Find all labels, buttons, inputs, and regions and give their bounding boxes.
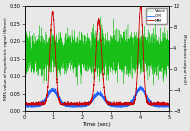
MM	[79, 102, 81, 104]
OM	[139, 85, 142, 87]
MM	[161, 104, 163, 106]
X-axis label: Time (sec): Time (sec)	[82, 122, 111, 127]
OM	[150, 102, 152, 103]
MM	[40, 103, 42, 105]
MM	[139, 5, 142, 7]
MM	[85, 104, 87, 105]
Line: Voice: Voice	[25, 17, 169, 85]
OM	[85, 104, 87, 105]
Voice	[168, 51, 170, 53]
OM	[79, 105, 81, 107]
Line: MM: MM	[25, 6, 169, 105]
OM	[40, 104, 42, 105]
MM	[48, 57, 51, 58]
Voice	[40, 67, 42, 68]
OM	[23, 104, 26, 105]
Voice	[77, 85, 79, 86]
OM	[168, 104, 170, 105]
Line: OM: OM	[25, 86, 169, 107]
OM	[162, 106, 164, 108]
Voice	[165, 50, 167, 52]
Voice	[150, 65, 152, 67]
Voice	[48, 65, 51, 67]
MM	[168, 104, 170, 106]
Y-axis label: RMS value of myoelectric signal (N/mm): RMS value of myoelectric signal (N/mm)	[4, 17, 8, 100]
OM	[165, 104, 167, 105]
Voice	[79, 54, 81, 55]
Y-axis label: Microphone output (mV): Microphone output (mV)	[182, 34, 186, 84]
Voice	[23, 36, 26, 38]
Voice	[85, 41, 87, 43]
MM	[150, 104, 152, 106]
OM	[48, 91, 51, 93]
Voice	[100, 16, 102, 18]
MM	[23, 103, 26, 105]
MM	[165, 104, 167, 106]
Legend: Voice, OM, MM: Voice, OM, MM	[146, 8, 167, 24]
